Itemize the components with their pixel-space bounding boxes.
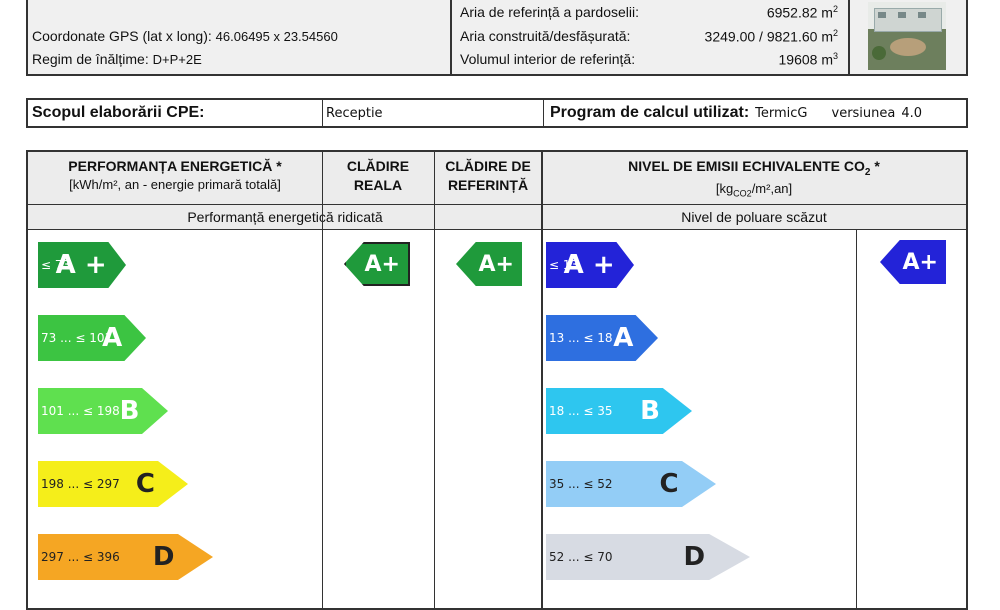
energy-class-range: 101 ... ≤ 198 — [41, 404, 120, 418]
built-area-label: Aria construită/desfășurată: — [460, 28, 631, 44]
co2-class-range: 35 ... ≤ 52 — [549, 477, 613, 491]
divider — [848, 0, 850, 74]
energy-class-arrow: 101 ... ≤ 198 B — [38, 388, 168, 434]
reference-building-header: CLĂDIRE DE REFERINȚĂ — [434, 152, 542, 204]
co2-class-range: 52 ... ≤ 70 — [549, 550, 613, 564]
volume-label: Volumul interior de referință: — [460, 51, 636, 67]
co2-class-arrow: 13 ... ≤ 18 A — [546, 315, 658, 361]
co2-class-letter: C — [659, 469, 679, 499]
co2-class-range: 18 ... ≤ 35 — [549, 404, 613, 418]
gps-label: Coordonate GPS (lat x long): 46.06495 x … — [32, 28, 338, 44]
program-info: Program de calcul utilizat: TermicG vers… — [550, 104, 923, 121]
energy-class-letter: C — [135, 469, 155, 499]
co2-class-arrow: ≤ 13 A + — [546, 242, 634, 288]
co2-class-arrow: 18 ... ≤ 35 B — [546, 388, 692, 434]
reference-building-class-badge: A+ — [456, 242, 522, 286]
energy-class-range: ≤ 73 — [41, 258, 71, 272]
scope-label: Scopul elaborării CPE: — [32, 104, 205, 121]
energy-class-letter: D — [152, 542, 175, 572]
co2-class-range: 13 ... ≤ 18 — [549, 331, 613, 345]
energy-class-arrow: 198 ... ≤ 297 C — [38, 461, 188, 507]
energy-class-range: 198 ... ≤ 297 — [41, 477, 120, 491]
energy-performance-table: PERFORMANȚA ENERGETICĂ * [kWh/m², an - e… — [26, 150, 968, 610]
cpe-scope-row: Scopul elaborării CPE: Receptie Program … — [26, 98, 968, 128]
co2-header: NIVEL DE EMISII ECHIVALENTE CO2 * [kgCO2… — [542, 152, 966, 204]
energy-class-letter: A + — [55, 250, 107, 280]
energy-class-arrow: 73 ... ≤ 101 A — [38, 315, 146, 361]
energy-class-range: 73 ... ≤ 101 — [41, 331, 113, 345]
co2-class-letter: B — [640, 396, 660, 426]
volume-value: 19608 m3 — [778, 51, 839, 68]
co2-class-arrow: 35 ... ≤ 52 C — [546, 461, 716, 507]
co2-class-letter: A + — [563, 250, 615, 280]
co2-class-letter: A — [613, 323, 634, 353]
real-building-header: CLĂDIRE REALA — [322, 152, 434, 204]
energy-header: PERFORMANȚA ENERGETICĂ * [kWh/m², an - e… — [28, 152, 322, 204]
energy-class-arrow: 297 ... ≤ 396 D — [38, 534, 213, 580]
co2-class-badge: A+ — [880, 240, 946, 284]
building-info-panel: Coordonate GPS (lat x long): 46.06495 x … — [26, 0, 968, 76]
energy-subheader: Performanță energetică ridicată — [28, 204, 542, 230]
height-regime: Regim de înălțime: D+P+2E — [32, 51, 202, 67]
ref-floor-label: Aria de referință a pardoselii: — [460, 4, 639, 20]
scope-value: Receptie — [326, 105, 383, 121]
ref-floor-value: 6952.82 m2 — [766, 4, 838, 21]
energy-class-letter: B — [119, 396, 140, 426]
energy-class-arrow: ≤ 73 A + — [38, 242, 126, 288]
energy-class-letter: A — [102, 323, 123, 353]
real-building-class-badge: A+ — [344, 242, 410, 286]
co2-subheader: Nivel de poluare scăzut — [542, 204, 966, 230]
built-area-value: 3249.00 / 9821.60 m2 — [704, 28, 838, 45]
divider — [450, 0, 452, 74]
building-photo — [868, 2, 946, 70]
co2-class-arrow: 52 ... ≤ 70 D — [546, 534, 750, 580]
energy-class-range: 297 ... ≤ 396 — [41, 550, 120, 564]
co2-class-range: ≤ 13 — [549, 258, 579, 272]
co2-class-letter: D — [683, 542, 706, 572]
